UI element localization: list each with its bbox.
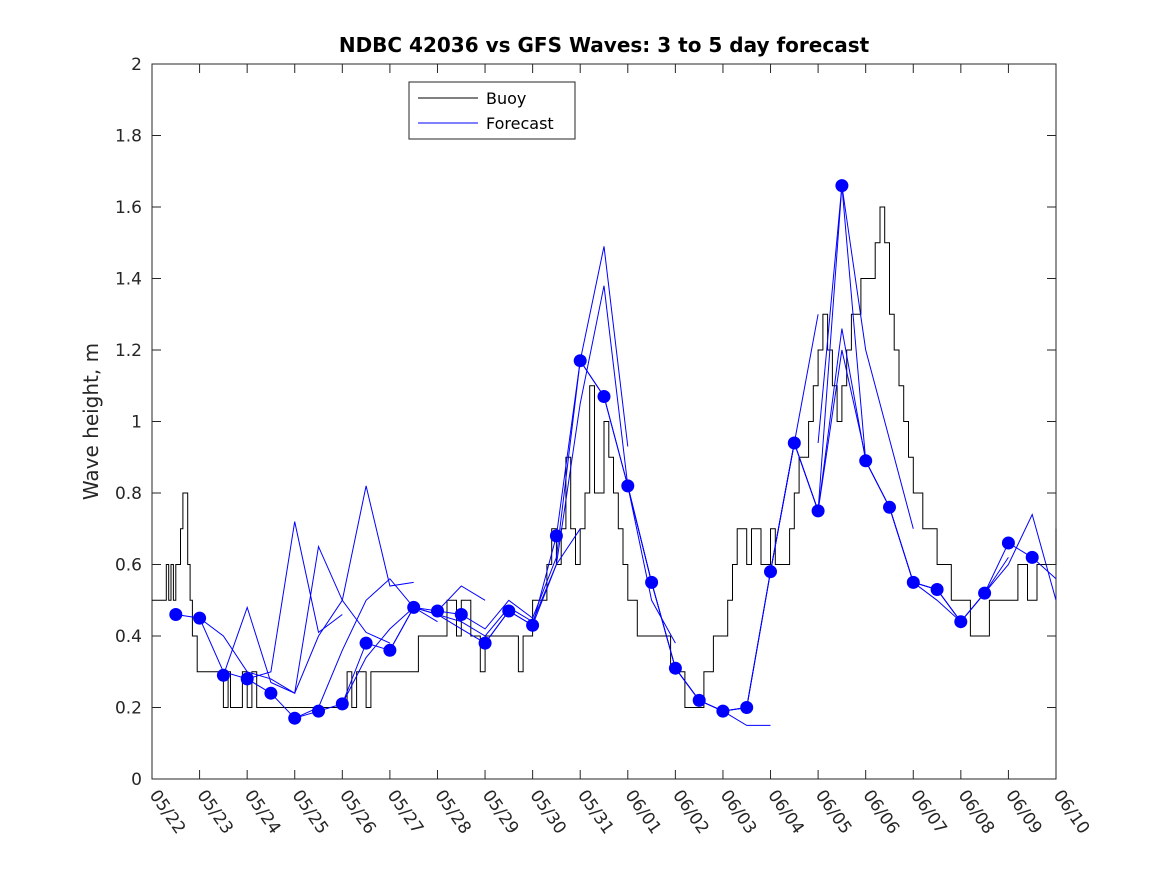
forecast-marker: [621, 479, 635, 493]
forecast-marker: [216, 668, 230, 682]
y-tick-label: 0: [131, 770, 142, 790]
forecast-marker: [692, 693, 706, 707]
forecast-marker: [312, 704, 325, 718]
forecast-marker: [645, 575, 659, 589]
y-tick-label: 0.2: [115, 699, 142, 719]
forecast-marker: [549, 529, 563, 543]
forecast-marker: [502, 604, 516, 618]
forecast-marker: [835, 179, 849, 193]
forecast-marker: [288, 711, 302, 725]
forecast-marker: [431, 604, 444, 618]
forecast-marker: [906, 575, 920, 589]
y-tick-label: 1.2: [115, 341, 142, 361]
forecast-marker: [193, 611, 207, 625]
y-tick-label: 1.8: [115, 127, 142, 147]
forecast-marker: [716, 704, 730, 718]
forecast-marker: [764, 565, 777, 579]
forecast-marker: [454, 608, 468, 621]
forecast-line-7: [437, 246, 629, 630]
forecast-marker: [978, 586, 992, 600]
y-tick-label: 1.4: [115, 270, 142, 290]
forecast-markers-layer: [169, 179, 1039, 725]
forecast-line-2: [222, 485, 414, 694]
buoy-line: [152, 206, 1057, 708]
forecast-marker: [526, 618, 540, 632]
y-tick-label: 0.4: [115, 627, 142, 647]
forecast-marker: [264, 686, 278, 700]
forecast-marker: [1025, 550, 1039, 564]
forecast-marker: [787, 436, 801, 450]
forecast-marker: [169, 608, 183, 621]
legend-label-forecast: Forecast: [486, 114, 554, 133]
forecast-marker: [883, 500, 896, 514]
y-axis-label: Wave height, m: [79, 343, 103, 500]
forecast-marker: [930, 583, 944, 596]
forecast-line-8: [484, 285, 676, 644]
y-tick-label: 0.6: [115, 556, 142, 576]
legend-label-buoy: Buoy: [486, 89, 526, 108]
forecast-marker: [954, 615, 968, 629]
forecast-marker: [668, 661, 682, 675]
forecast-marker: [1001, 536, 1015, 550]
forecast-marker: [811, 504, 825, 518]
forecast-line-3: [246, 578, 438, 719]
forecast-marker: [383, 643, 397, 657]
forecast-marker: [740, 701, 754, 714]
legend: Buoy Forecast: [408, 81, 576, 140]
chart-title: NDBC 42036 vs GFS Waves: 3 to 5 day fore…: [339, 33, 870, 57]
forecast-marker: [573, 354, 587, 368]
forecast-marker: [597, 390, 611, 403]
legend-box: [408, 81, 576, 140]
forecast-marker: [359, 636, 373, 650]
forecast-marker: [859, 454, 873, 468]
y-tick-label: 1: [131, 413, 142, 433]
y-tick-label: 2: [131, 55, 142, 75]
y-tick-label: 0.8: [115, 484, 142, 504]
forecast-marker: [478, 636, 492, 650]
forecast-marker: [335, 697, 349, 711]
y-tick-label: 1.6: [115, 198, 142, 218]
forecast-marker: [240, 672, 254, 686]
buoy-series-layer: [152, 206, 1057, 708]
forecast-marker: [407, 600, 421, 614]
